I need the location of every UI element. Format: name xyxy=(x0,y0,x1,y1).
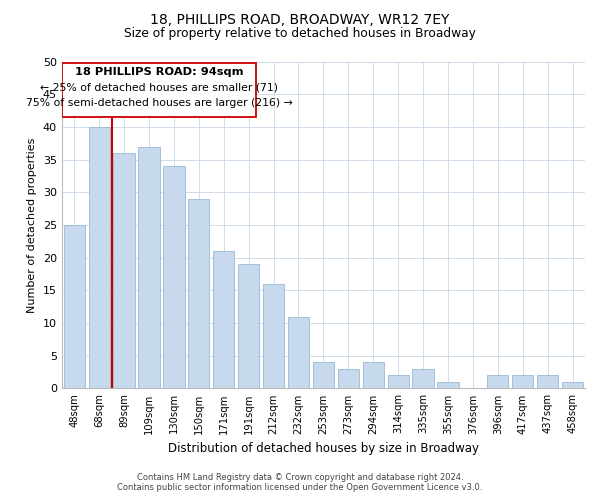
Bar xyxy=(113,153,134,388)
Bar xyxy=(263,284,284,389)
Bar xyxy=(64,225,85,388)
Text: ← 25% of detached houses are smaller (71): ← 25% of detached houses are smaller (71… xyxy=(40,82,278,92)
Text: 18, PHILLIPS ROAD, BROADWAY, WR12 7EY: 18, PHILLIPS ROAD, BROADWAY, WR12 7EY xyxy=(151,12,449,26)
Bar xyxy=(537,376,558,388)
Bar xyxy=(139,146,160,388)
Bar xyxy=(163,166,185,388)
Y-axis label: Number of detached properties: Number of detached properties xyxy=(27,138,37,312)
Bar xyxy=(89,127,110,388)
Bar xyxy=(238,264,259,388)
Text: Size of property relative to detached houses in Broadway: Size of property relative to detached ho… xyxy=(124,28,476,40)
Bar xyxy=(313,362,334,388)
Bar xyxy=(562,382,583,388)
Bar xyxy=(512,376,533,388)
Bar xyxy=(437,382,458,388)
FancyBboxPatch shape xyxy=(62,63,256,117)
Text: 75% of semi-detached houses are larger (216) →: 75% of semi-detached houses are larger (… xyxy=(26,98,293,108)
Bar xyxy=(412,369,434,388)
Bar xyxy=(213,251,235,388)
Bar xyxy=(388,376,409,388)
Bar xyxy=(338,369,359,388)
Bar xyxy=(487,376,508,388)
Bar xyxy=(288,316,309,388)
Text: Contains HM Land Registry data © Crown copyright and database right 2024.
Contai: Contains HM Land Registry data © Crown c… xyxy=(118,473,482,492)
Bar xyxy=(188,199,209,388)
X-axis label: Distribution of detached houses by size in Broadway: Distribution of detached houses by size … xyxy=(168,442,479,455)
Bar xyxy=(362,362,384,388)
Text: 18 PHILLIPS ROAD: 94sqm: 18 PHILLIPS ROAD: 94sqm xyxy=(75,66,244,76)
